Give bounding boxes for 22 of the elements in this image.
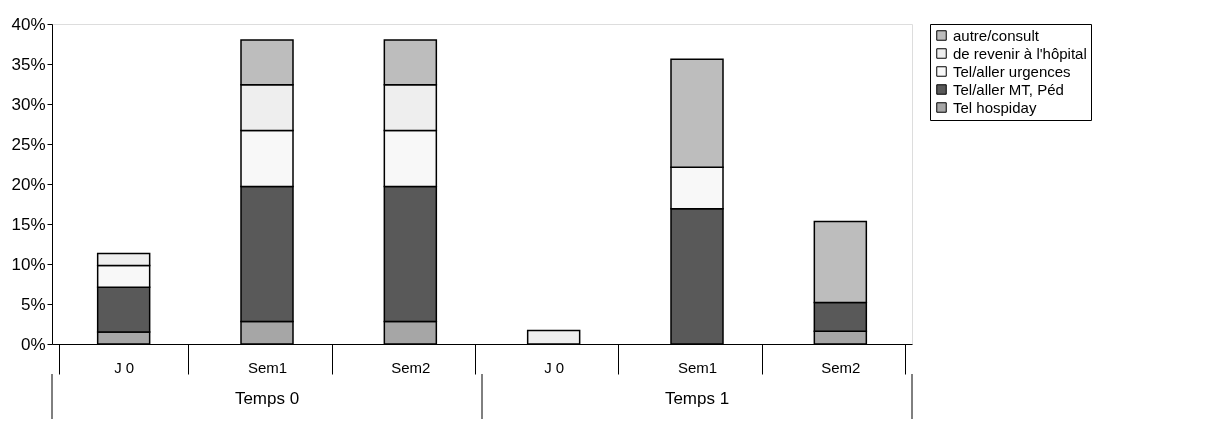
y-tick-label: 0%	[20, 334, 46, 354]
text: Temps 1	[664, 389, 730, 408]
x-tick-label: Sem2	[391, 358, 431, 376]
legend-label: Tel hospiday	[953, 98, 1037, 116]
y-tick-label: 25%	[11, 134, 46, 154]
x-tick-label: Sem1	[677, 358, 718, 376]
legend-label: Tel/aller urgences	[953, 62, 1071, 80]
x-tick-label: Sem2	[821, 358, 861, 376]
y-tick-label: 20%	[11, 174, 46, 194]
x-tick-label: J 0	[544, 358, 565, 376]
legend-label: autre/consult	[953, 26, 1040, 44]
y-tick-label: 5%	[20, 294, 46, 314]
text: Temps 0	[234, 389, 300, 408]
legend-label: Tel/aller MT, Péd	[953, 80, 1064, 98]
y-tick-label: 40%	[11, 14, 46, 34]
y-tick-label: 35%	[11, 54, 46, 74]
x-tick-label: J 0	[114, 358, 135, 376]
x-tick-label: Sem1	[247, 358, 288, 376]
y-tick-label: 15%	[11, 214, 46, 234]
y-tick-label: 10%	[11, 254, 46, 274]
y-tick-label: 30%	[11, 94, 46, 114]
legend-label: de revenir à l'hôpital	[953, 44, 1087, 62]
